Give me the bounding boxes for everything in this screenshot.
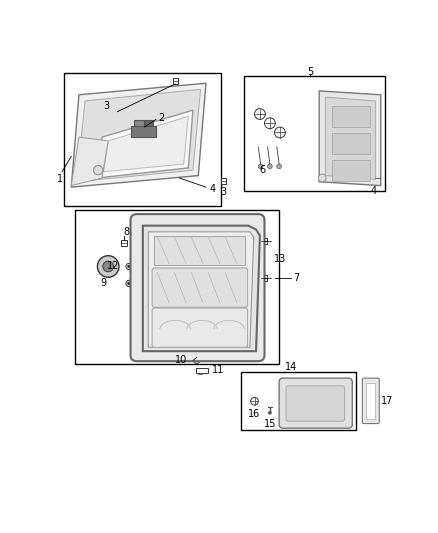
- Circle shape: [318, 174, 326, 182]
- Polygon shape: [148, 232, 254, 348]
- FancyBboxPatch shape: [152, 308, 247, 348]
- Bar: [173, 78, 178, 84]
- FancyBboxPatch shape: [279, 378, 352, 428]
- Circle shape: [258, 164, 263, 168]
- Text: 16: 16: [248, 409, 261, 419]
- Bar: [198, 373, 202, 374]
- Circle shape: [251, 398, 258, 405]
- Text: 14: 14: [285, 361, 297, 372]
- Bar: [261, 238, 267, 244]
- Circle shape: [195, 359, 198, 362]
- Polygon shape: [98, 110, 193, 178]
- Circle shape: [275, 127, 285, 138]
- Text: 12: 12: [106, 262, 119, 271]
- Text: 3: 3: [221, 187, 227, 197]
- Bar: [240, 372, 356, 430]
- Circle shape: [126, 280, 132, 287]
- Circle shape: [254, 109, 265, 119]
- Bar: [120, 240, 127, 246]
- Text: 17: 17: [381, 396, 393, 406]
- Text: 15: 15: [264, 419, 276, 429]
- Circle shape: [268, 164, 272, 168]
- Text: 1: 1: [57, 174, 63, 184]
- Polygon shape: [143, 225, 260, 351]
- Text: 5: 5: [307, 67, 313, 77]
- Polygon shape: [71, 137, 108, 185]
- Text: 8: 8: [124, 227, 130, 237]
- Circle shape: [194, 357, 200, 364]
- Polygon shape: [77, 90, 201, 182]
- Bar: [366, 383, 375, 419]
- Polygon shape: [71, 83, 206, 187]
- FancyBboxPatch shape: [362, 378, 379, 424]
- Text: 6: 6: [259, 165, 265, 175]
- FancyBboxPatch shape: [131, 214, 265, 361]
- Bar: [75, 210, 279, 364]
- Circle shape: [269, 411, 271, 414]
- Polygon shape: [103, 116, 188, 172]
- Circle shape: [277, 164, 282, 168]
- Text: 13: 13: [274, 254, 286, 264]
- Polygon shape: [319, 91, 381, 185]
- Circle shape: [265, 118, 276, 128]
- Circle shape: [97, 256, 119, 277]
- Text: 4: 4: [371, 185, 377, 196]
- Bar: [155, 236, 245, 265]
- Text: 4: 4: [210, 184, 216, 195]
- Text: 3: 3: [103, 101, 109, 111]
- Bar: [196, 368, 208, 373]
- Bar: [332, 160, 370, 181]
- FancyBboxPatch shape: [152, 268, 247, 308]
- Polygon shape: [325, 97, 375, 180]
- Bar: [221, 179, 226, 184]
- Bar: [134, 120, 144, 127]
- Text: 2: 2: [158, 113, 165, 123]
- Circle shape: [127, 282, 131, 285]
- Circle shape: [94, 166, 103, 175]
- Bar: [261, 275, 267, 281]
- Bar: [131, 126, 156, 137]
- Text: 11: 11: [212, 366, 224, 375]
- Bar: [332, 106, 370, 127]
- Circle shape: [103, 261, 113, 272]
- Circle shape: [126, 263, 132, 270]
- Bar: [332, 133, 370, 154]
- Text: 7: 7: [293, 273, 299, 283]
- Bar: [375, 175, 380, 181]
- Text: 10: 10: [174, 356, 187, 366]
- FancyBboxPatch shape: [286, 386, 345, 421]
- Bar: [145, 120, 153, 127]
- Bar: [244, 76, 385, 191]
- Bar: [64, 73, 221, 206]
- Circle shape: [127, 265, 131, 268]
- Text: 9: 9: [101, 278, 106, 288]
